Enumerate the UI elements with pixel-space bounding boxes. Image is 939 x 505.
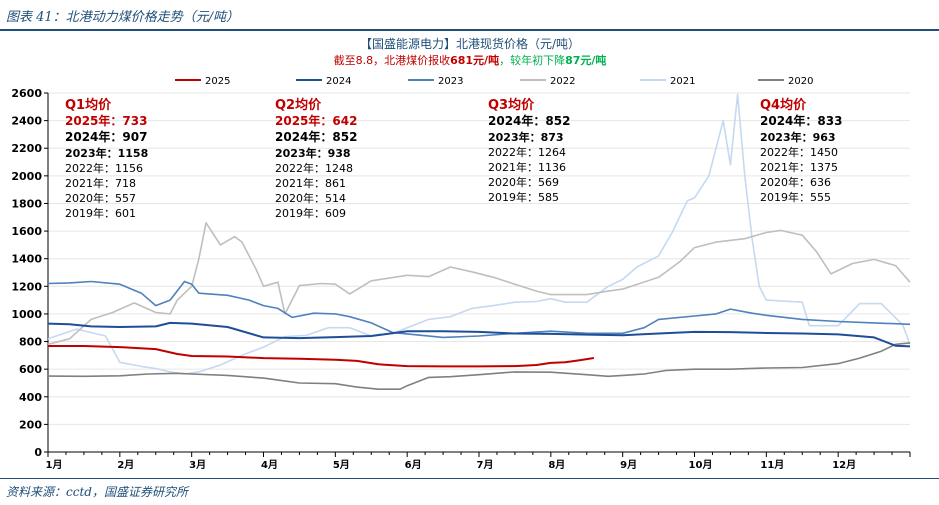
y-tick-label: 0 bbox=[34, 446, 42, 459]
legend-label-2024: 2024 bbox=[326, 76, 351, 87]
quarter-line-row: 2022年：1450 bbox=[760, 145, 838, 159]
quarter-line-row: 2019年：555 bbox=[760, 190, 831, 204]
series-line-2021 bbox=[47, 93, 911, 375]
y-tick-label: 1800 bbox=[11, 197, 42, 210]
legend: 2025 2024 2023 2022 2021 2020 bbox=[175, 76, 813, 87]
quarter-line-2023: 2023年：1158 bbox=[65, 146, 148, 160]
quarter-line-row: 2021年：1136 bbox=[488, 160, 566, 174]
bottom-rule bbox=[0, 478, 939, 479]
x-tick-label: 2月 bbox=[117, 459, 134, 471]
y-axis: 0 200 400 600 800 1000 1200 1400 1600 1800 2000 220… bbox=[11, 87, 49, 459]
y-tick-label: 1600 bbox=[11, 225, 42, 238]
quarter-line-2025: 2025年：733 bbox=[65, 113, 147, 128]
series-line-2022 bbox=[47, 222, 911, 346]
y-tick-label: 600 bbox=[19, 363, 42, 376]
series-line-2024 bbox=[47, 321, 911, 348]
subtitle-part-date: 截至8.8，北港煤价报收 bbox=[334, 53, 451, 67]
quarter-title: Q2均价 bbox=[275, 97, 322, 113]
x-tick-label: 4月 bbox=[261, 459, 278, 471]
quarter-title: Q3均价 bbox=[488, 97, 535, 113]
quarter-line-row: 2020年：569 bbox=[488, 175, 559, 189]
quarter-line-2024: 2024年：907 bbox=[65, 129, 147, 144]
quarter-line-row: 2019年：609 bbox=[275, 206, 346, 220]
subtitle-part-amount: 87元/吨 bbox=[565, 53, 606, 67]
top-rule bbox=[0, 29, 939, 31]
quarter-line-row: 2019年：585 bbox=[488, 190, 559, 204]
subtitle-part-price: 681元/吨 bbox=[450, 53, 499, 67]
figure-title: 图表 41：北港动力煤价格走势（元/吨） bbox=[6, 10, 240, 25]
quarter-line-row: 2022年：1248 bbox=[275, 161, 353, 175]
y-tick-label: 2000 bbox=[11, 170, 42, 183]
quarter-line-row: 2021年：718 bbox=[65, 176, 136, 190]
subtitle-part-change: ，较年初下降 bbox=[499, 53, 565, 67]
quarter-line-2025: 2025年：642 bbox=[275, 113, 357, 128]
x-axis: 1月 2月 3月 4月 5月 6月 7月 8月 9月 10月 11月 12月 bbox=[46, 451, 911, 471]
legend-label-2025: 2025 bbox=[205, 76, 230, 87]
x-tick-label: 11月 bbox=[760, 459, 784, 471]
chart-subtitle: 截至8.8，北港煤价报收681元/吨，较年初下降87元/吨 bbox=[334, 53, 607, 67]
y-tick-label: 400 bbox=[19, 391, 42, 404]
quarter-line-row: 2021年：861 bbox=[275, 176, 346, 190]
quarter-line-row: 2021年：1375 bbox=[760, 160, 838, 174]
quarter-line-row: 2020年：636 bbox=[760, 175, 831, 189]
x-tick-label: 8月 bbox=[548, 459, 565, 471]
quarter-line-row: 2022年：1156 bbox=[65, 161, 143, 175]
series-line-2023 bbox=[47, 280, 911, 339]
quarter-line-row: 2019年：601 bbox=[65, 206, 136, 220]
quarter-line-2024: 2024年：852 bbox=[275, 129, 357, 144]
x-tick-label: 12月 bbox=[832, 459, 856, 471]
x-tick-label: 3月 bbox=[189, 459, 206, 471]
y-tick-label: 200 bbox=[19, 418, 42, 431]
legend-label-2021: 2021 bbox=[670, 76, 695, 87]
quarter-line-row: 2022年：1264 bbox=[488, 145, 566, 159]
quarter-line-row: 2020年：557 bbox=[65, 191, 136, 205]
quarter-title: Q4均价 bbox=[760, 97, 807, 113]
chart-title: 【国盛能源电力】北港现货价格（元/吨） bbox=[360, 36, 580, 51]
legend-label-2022: 2022 bbox=[550, 76, 575, 87]
x-tick-label: 9月 bbox=[620, 459, 637, 471]
x-tick-label: 5月 bbox=[333, 459, 350, 471]
quarter-line-2024: 2024年：852 bbox=[488, 113, 570, 128]
series-line-2025 bbox=[48, 345, 595, 368]
x-tick-label: 1月 bbox=[46, 459, 63, 471]
legend-label-2023: 2023 bbox=[438, 76, 463, 87]
quarter-line-2024: 2024年：833 bbox=[760, 113, 842, 128]
quarter-line-row: 2020年：514 bbox=[275, 191, 346, 205]
x-tick-label: 6月 bbox=[405, 459, 422, 471]
y-tick-label: 2400 bbox=[11, 115, 42, 128]
series-lines bbox=[47, 93, 911, 391]
y-tick-label: 800 bbox=[19, 336, 42, 349]
y-tick-label: 2200 bbox=[11, 142, 42, 155]
x-tick-label: 7月 bbox=[477, 459, 494, 471]
y-tick-label: 2600 bbox=[11, 87, 42, 100]
y-tick-label: 1400 bbox=[11, 253, 42, 266]
source-note: 资料来源：cctd，国盛证券研究所 bbox=[6, 485, 188, 499]
x-tick-label: 10月 bbox=[689, 459, 713, 471]
coal-price-chart: 【国盛能源电力】北港现货价格（元/吨） 截至8.8，北港煤价报收681元/吨，较… bbox=[11, 36, 911, 471]
series-line-2020 bbox=[47, 342, 911, 391]
legend-label-2020: 2020 bbox=[788, 76, 813, 87]
quarter-title: Q1均价 bbox=[65, 97, 112, 113]
quarter-line-2023: 2023年：963 bbox=[760, 130, 836, 144]
y-tick-label: 1000 bbox=[11, 308, 42, 321]
y-tick-label: 1200 bbox=[11, 280, 42, 293]
quarter-line-2023: 2023年：873 bbox=[488, 130, 564, 144]
quarter-line-2023: 2023年：938 bbox=[275, 146, 351, 160]
